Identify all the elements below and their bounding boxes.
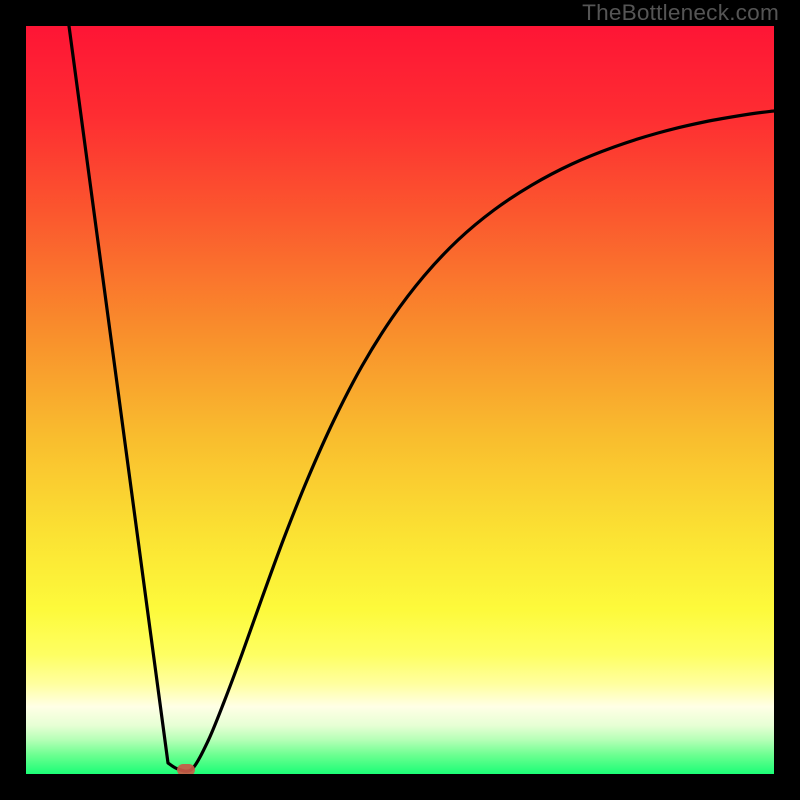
watermark-text: TheBottleneck.com [582, 0, 779, 26]
gradient-background [26, 26, 774, 774]
bottleneck-chart [0, 0, 800, 800]
chart-container: TheBottleneck.com [0, 0, 800, 800]
